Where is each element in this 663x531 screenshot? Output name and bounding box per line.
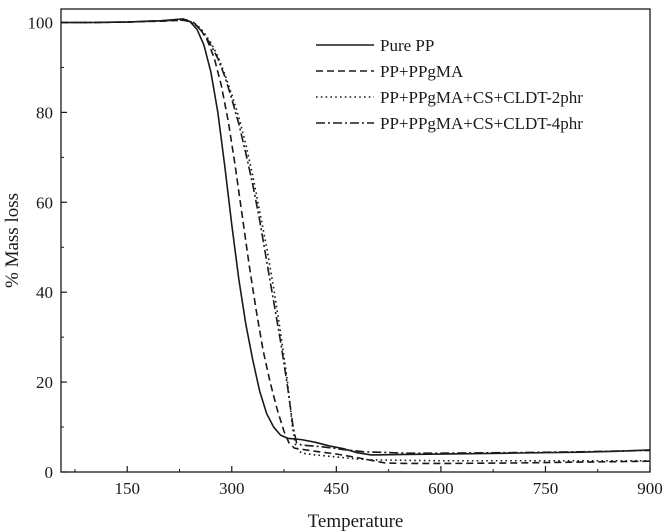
y-tick-label: 80 (36, 103, 53, 122)
legend-label-4: PP+PPgMA+CS+CLDT-4phr (380, 114, 583, 133)
x-tick-label: 150 (114, 479, 140, 498)
legend-label-2: PP+PPgMA (380, 62, 464, 81)
series-line-2 (61, 19, 651, 465)
y-tick-label: 0 (45, 463, 54, 482)
y-tick-label: 20 (36, 373, 53, 392)
y-tick-label: 60 (36, 193, 53, 212)
x-tick-label: 750 (533, 479, 559, 498)
legend-label-1: Pure PP (380, 36, 434, 55)
series-line-3 (61, 18, 650, 462)
legend-label-3: PP+PPgMA+CS+CLDT-2phr (380, 88, 583, 107)
x-axis-title: Temperature (308, 511, 404, 531)
x-tick-label: 300 (219, 479, 245, 498)
y-tick-label: 100 (28, 13, 54, 32)
y-tick-label: 40 (36, 283, 53, 302)
series-line-1 (61, 18, 651, 456)
plot-area-frame (60, 8, 651, 473)
x-tick-label: 600 (428, 479, 454, 498)
series-line-4 (61, 18, 651, 454)
x-tick-label: 450 (324, 479, 350, 498)
y-axis-title: % Mass loss (2, 193, 23, 288)
x-tick-label: 900 (637, 479, 663, 498)
